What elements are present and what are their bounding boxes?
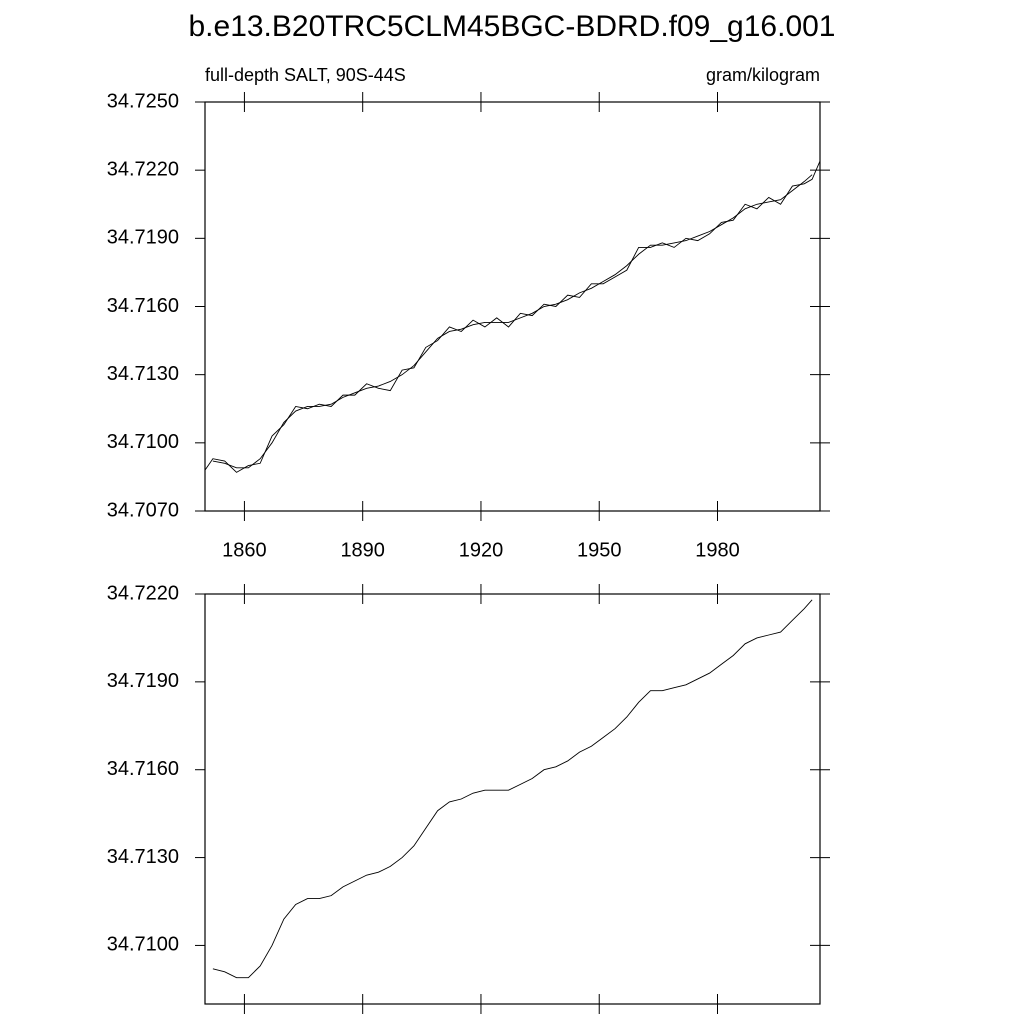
- x-tick-label: 1920: [459, 539, 504, 561]
- y-tick-label: 34.7190: [107, 670, 179, 692]
- y-tick-label: 34.7160: [107, 758, 179, 780]
- subtitle-right: gram/kilogram: [706, 65, 820, 85]
- x-tick-label: 1980: [695, 539, 740, 561]
- y-tick-label: 34.7100: [107, 934, 179, 956]
- subtitle-left: full-depth SALT, 90S-44S: [205, 65, 406, 85]
- y-tick-label: 34.7100: [107, 431, 179, 453]
- y-tick-label: 34.7220: [107, 582, 179, 604]
- y-tick-label: 34.7220: [107, 158, 179, 180]
- plot-frame: [204, 101, 821, 512]
- y-tick-label: 34.7190: [107, 227, 179, 249]
- x-tick-label: 1950: [577, 539, 622, 561]
- data-line: [204, 160, 821, 473]
- y-tick-label: 34.7160: [107, 295, 179, 317]
- x-tick-label: 1890: [340, 539, 385, 561]
- y-tick-label: 34.7130: [107, 846, 179, 868]
- y-tick-label: 34.7250: [107, 90, 179, 112]
- data-line: [212, 599, 813, 979]
- y-tick-label: 34.7070: [107, 499, 179, 521]
- y-tick-label: 34.7130: [107, 363, 179, 385]
- data-line: [212, 174, 813, 469]
- x-tick-label: 1860: [222, 539, 267, 561]
- plot-frame: [204, 593, 821, 1005]
- chart-title: b.e13.B20TRC5CLM45BGC-BDRD.f09_g16.001: [188, 10, 835, 43]
